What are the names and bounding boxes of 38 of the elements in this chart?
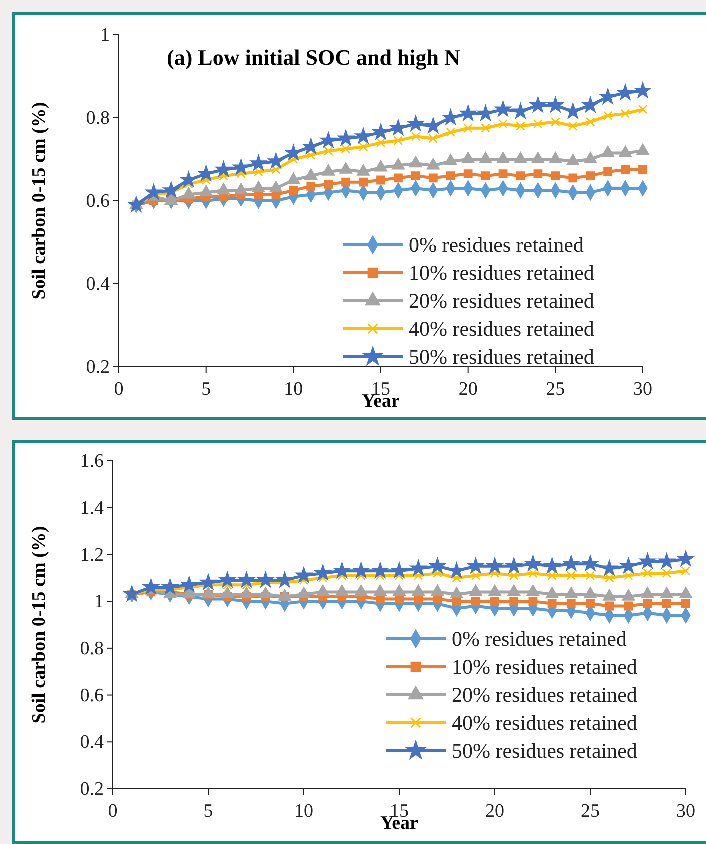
y-tick-label: 1.6 bbox=[80, 451, 104, 472]
legend-label: 40% residues retained bbox=[452, 711, 638, 735]
y-tick-label: 0.6 bbox=[86, 191, 110, 212]
x-tick-label: 5 bbox=[202, 379, 212, 400]
legend-label: 0% residues retained bbox=[452, 627, 628, 651]
x-tick-label: 20 bbox=[458, 379, 478, 400]
legend-label: 10% residues retained bbox=[409, 261, 595, 285]
legend-label: 0% residues retained bbox=[409, 233, 584, 257]
x-tick-label: 25 bbox=[546, 379, 566, 400]
text: (a) Low initial SOC and high N bbox=[167, 45, 461, 70]
legend-label: 50% residues retained bbox=[452, 739, 638, 763]
x-tick-label: 20 bbox=[486, 801, 504, 822]
y-tick-label: 0.4 bbox=[86, 274, 110, 296]
y-tick-label: 0.8 bbox=[80, 638, 104, 660]
y-tick-label: 1 bbox=[100, 25, 110, 46]
y-tick-label: 0.6 bbox=[80, 685, 104, 706]
x-tick-label: 30 bbox=[634, 379, 652, 400]
legend-label: 50% residues retained bbox=[409, 345, 595, 369]
y-tick-label: 0.2 bbox=[86, 357, 110, 378]
x-tick-label: 0 bbox=[114, 379, 124, 400]
legend-label: 10% residues retained bbox=[452, 655, 638, 679]
x-tick-label: 10 bbox=[284, 379, 304, 400]
x-tick-label: 5 bbox=[204, 801, 214, 822]
y-tick-label: 0.4 bbox=[80, 732, 104, 754]
y-tick-label: 1 bbox=[94, 592, 104, 613]
y-tick-label: 0.8 bbox=[86, 108, 110, 130]
legend-label: 20% residues retained bbox=[409, 289, 595, 313]
y-tick-label: 0.2 bbox=[80, 779, 104, 800]
legend-label: 20% residues retained bbox=[452, 683, 638, 707]
x-tick-label: 10 bbox=[294, 801, 314, 822]
y-axis-title: Soil carbon 0-15 cm (%) bbox=[29, 102, 50, 300]
y-tick-label: 1.4 bbox=[80, 498, 104, 519]
legend-label: 40% residues retained bbox=[409, 317, 595, 341]
x-tick-label: 25 bbox=[581, 801, 600, 822]
y-axis-title: Soil carbon 0-15 cm (%) bbox=[29, 526, 50, 724]
y-tick-label: 1.2 bbox=[80, 544, 104, 566]
x-tick-label: 0 bbox=[108, 801, 118, 822]
x-tick-label: 30 bbox=[676, 801, 696, 822]
